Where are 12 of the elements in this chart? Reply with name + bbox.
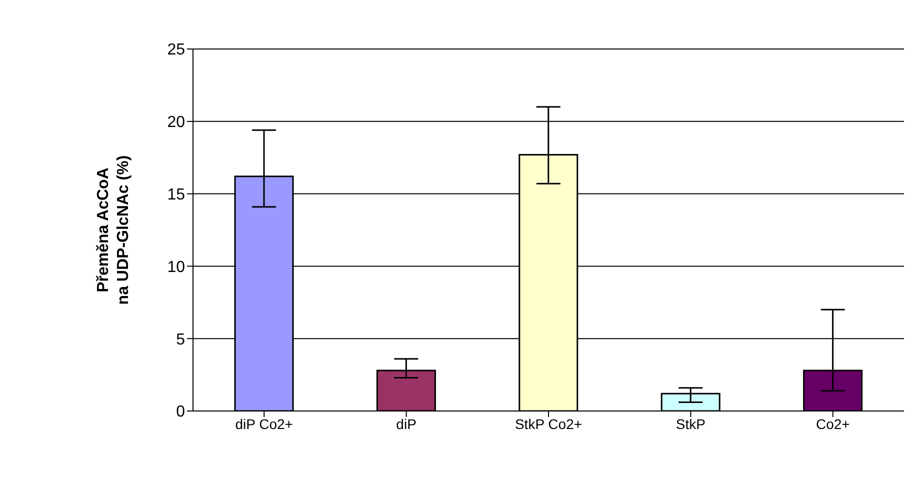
y-tick-label: 15 — [167, 186, 186, 204]
y-tick-label: 25 — [167, 42, 186, 59]
y-tick-label: 10 — [167, 258, 186, 276]
y-tick-label: 20 — [167, 114, 186, 132]
x-tick-label: diP Co2+ — [235, 416, 293, 432]
y-tick-label: 0 — [176, 404, 186, 421]
x-tick-label: StkP Co2+ — [514, 416, 582, 432]
x-tick-label: StkP — [676, 416, 706, 432]
x-tick-label: diP — [396, 416, 416, 432]
y-axis-title: Přeměna AcCoA na UDP-GlcNAc (%) — [95, 155, 132, 305]
y-tick-label: 5 — [176, 331, 186, 348]
x-tick-label: Co2+ — [816, 416, 850, 432]
